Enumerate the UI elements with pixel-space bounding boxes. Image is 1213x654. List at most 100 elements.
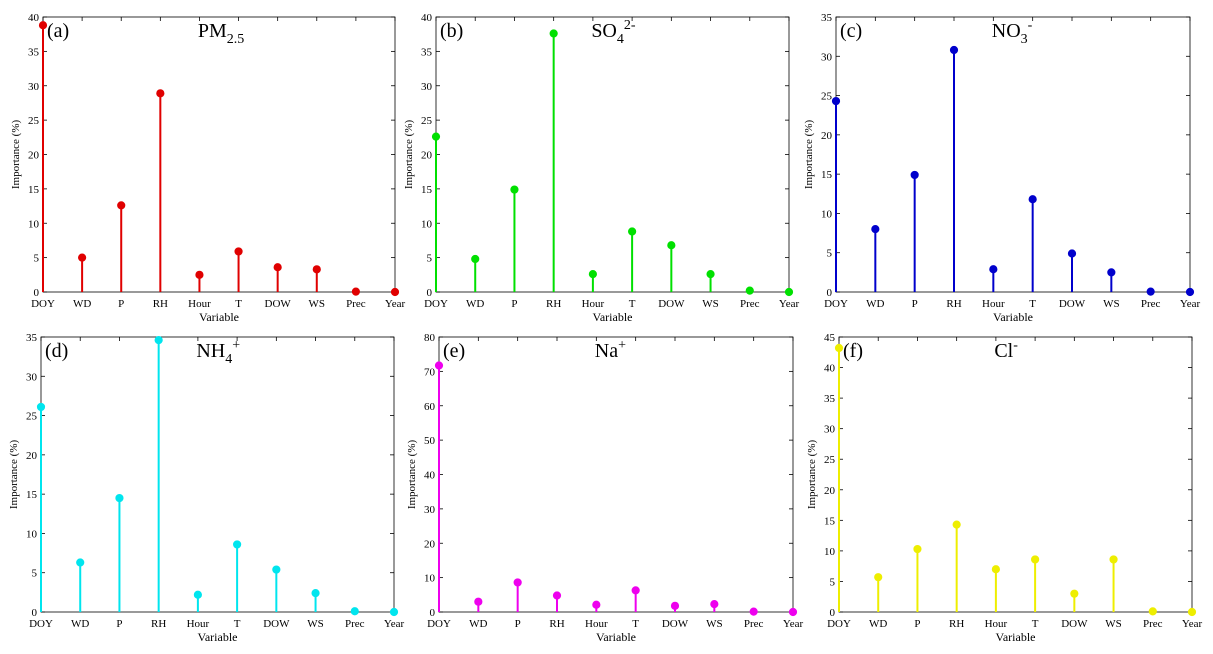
stem-marker (710, 599, 719, 609)
x-tick-label: Prec (1143, 618, 1163, 630)
x-tick-label: WD (469, 618, 487, 630)
stem-marker (1185, 287, 1195, 297)
y-tick-label: 0 (430, 607, 436, 619)
stem-marker (36, 402, 46, 412)
stem-marker (834, 343, 844, 353)
x-tick-label: T (632, 618, 639, 630)
chart-panel: 0 5 10 15 20 25 30 35 DOY WD P RH Hour T DOW WS Prec Year… (803, 12, 1200, 324)
stem-marker (471, 254, 480, 264)
x-tick-label: Hour (585, 618, 608, 630)
chart-panel: 0 5 10 15 20 25 30 35 DOY WD P RH Hour T DOW WS Prec Year… (8, 332, 404, 644)
y-tick-label: 10 (821, 208, 833, 220)
stem-marker (749, 607, 758, 616)
panel-label: (a) (47, 20, 69, 42)
stem-marker (1028, 195, 1037, 204)
stem-marker (513, 578, 522, 587)
stem-marker (1146, 287, 1155, 296)
stem-marker (784, 287, 794, 297)
x-axis-label: Variable (593, 310, 633, 324)
y-axis-label: Importance (%) (803, 120, 815, 190)
y-tick-label: 15 (824, 515, 836, 527)
x-tick-label: DOY (827, 618, 851, 630)
y-tick-label: 0 (827, 287, 833, 299)
chart-panel: 0 10 20 30 40 50 60 70 80 DOY WD P RH Hour T DOW WS Prec Y… (406, 332, 803, 644)
stem-marker (588, 270, 597, 279)
y-axis-label: Importance (%) (8, 440, 20, 510)
stem-marker (434, 361, 444, 370)
title-subscript: 3 (1021, 32, 1028, 47)
axes-frame (40, 336, 395, 613)
stem-marker (233, 540, 242, 549)
stem-marker (1148, 607, 1157, 616)
stem-marker (1067, 249, 1077, 258)
y-tick-label: 25 (821, 91, 833, 103)
panel-title: NH4+ (196, 338, 240, 367)
x-tick-label: WS (1103, 298, 1120, 310)
y-tick-label: 15 (821, 169, 833, 181)
stem-marker (667, 241, 676, 250)
x-tick-label: DOY (31, 298, 55, 310)
stem-marker (1187, 607, 1197, 617)
y-tick-label: 40 (28, 12, 40, 24)
stem-marker (913, 544, 922, 554)
title-superscript: 2- (624, 18, 636, 33)
y-tick-label: 5 (32, 568, 38, 580)
title-main: PM (198, 20, 227, 42)
stem-marker (156, 89, 165, 98)
stem-marker (670, 601, 680, 610)
x-axis-label: Variable (198, 630, 238, 644)
y-tick-label: 30 (424, 504, 436, 516)
x-tick-label: RH (153, 298, 168, 310)
x-tick-label: WS (307, 618, 324, 630)
y-tick-label: 40 (824, 363, 836, 375)
y-tick-label: 35 (421, 46, 433, 58)
stem-marker (351, 287, 360, 296)
panel-title: NO3- (992, 18, 1033, 47)
stem-marker (234, 247, 243, 256)
x-tick-label: Prec (346, 298, 366, 310)
panel-label: (d) (45, 340, 68, 362)
y-tick-label: 20 (824, 485, 836, 497)
axes-frame (42, 16, 396, 293)
title-superscript: - (1013, 338, 1018, 353)
stem-marker (1107, 268, 1116, 277)
x-tick-label: T (1029, 298, 1036, 310)
x-tick-label: WS (1105, 618, 1122, 630)
x-tick-label: WD (73, 298, 91, 310)
stem-marker (115, 493, 124, 503)
y-tick-label: 40 (424, 470, 436, 482)
stem-marker (549, 29, 558, 38)
stem-marker (312, 265, 321, 274)
stem-marker (1070, 589, 1079, 598)
x-tick-label: RH (546, 298, 561, 310)
y-tick-label: 15 (26, 489, 38, 501)
x-tick-label: WS (706, 618, 723, 630)
x-tick-label: T (234, 618, 241, 630)
y-tick-label: 25 (824, 454, 836, 466)
y-axis-label: Importance (%) (406, 440, 418, 510)
y-tick-label: 30 (824, 424, 836, 436)
y-tick-label: 80 (424, 332, 436, 344)
y-tick-label: 10 (824, 546, 836, 558)
x-tick-label: T (235, 298, 242, 310)
x-axis-label: Variable (993, 310, 1033, 324)
panel-title: SO42- (591, 18, 636, 47)
stem-marker (871, 225, 880, 234)
axes-frame (835, 16, 1191, 293)
x-tick-label: Hour (187, 618, 210, 630)
x-axis-label: Variable (199, 310, 239, 324)
stem-marker (745, 286, 754, 295)
stem-marker (311, 589, 320, 598)
x-tick-label: DOY (824, 298, 848, 310)
x-tick-label: Prec (744, 618, 764, 630)
x-tick-label: WS (702, 298, 719, 310)
stem-marker (193, 590, 202, 599)
stem-marker (874, 573, 883, 582)
x-tick-label: T (629, 298, 636, 310)
x-tick-label: DOY (29, 618, 53, 630)
x-tick-label: DOW (658, 298, 685, 310)
stem-marker (706, 270, 715, 279)
x-tick-label: Hour (985, 618, 1008, 630)
stem-marker (76, 558, 85, 567)
